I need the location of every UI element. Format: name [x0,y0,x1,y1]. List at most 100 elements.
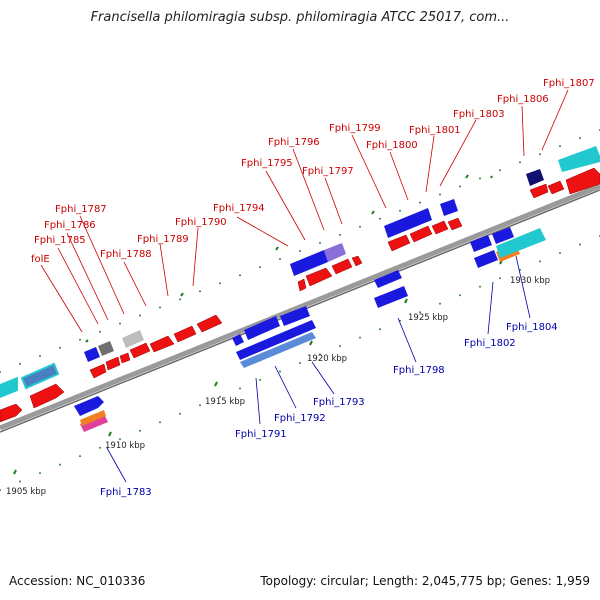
gene-label[interactable]: Fphi_1788 [100,249,152,260]
grey-feature[interactable] [122,330,144,348]
cyan-feature[interactable] [558,146,600,172]
scale-dot [219,395,221,398]
gene-label[interactable]: Fphi_1799 [329,123,381,134]
gene-arrow[interactable] [447,217,463,231]
gene-arrow[interactable] [173,325,197,343]
gene-label[interactable]: Fphi_1789 [137,234,189,245]
scale-dot [559,145,561,148]
cyan-feature[interactable] [496,228,546,258]
gene-label[interactable]: Fphi_1795 [241,158,293,169]
scale-dot [279,258,281,261]
gene-arrow[interactable] [470,235,492,252]
gene-label[interactable]: Fphi_1807 [543,78,595,89]
scale-dot [439,302,441,305]
gene-label[interactable]: Fphi_1787 [55,204,107,215]
gene-arrow[interactable] [305,267,333,287]
gene-arrow[interactable] [196,314,223,333]
gene-arrow[interactable] [474,250,498,268]
purple-feature[interactable] [324,243,346,262]
gene-arrow[interactable] [74,396,104,416]
gene-arrow[interactable] [351,255,363,267]
gene-arrow[interactable] [232,334,244,346]
gene-arrow[interactable] [29,383,65,409]
scale-dot [139,314,141,317]
scale-dot [79,455,81,458]
scale-label: 1920 kbp [307,354,347,364]
scale-dot [539,260,541,263]
scale-dot [299,362,301,364]
gene-label[interactable]: Fphi_1806 [497,94,549,105]
gene-arrow[interactable] [529,183,549,199]
gene-label[interactable]: Fphi_1794 [213,203,265,214]
scale-dot [439,193,441,196]
gene-arrow[interactable] [236,320,316,360]
gene-arrow[interactable] [105,356,121,371]
gene-label[interactable]: Fphi_1798 [393,365,445,376]
genome-summary-text: Topology: circular; Length: 2,045,775 bp… [260,574,590,588]
gene-arrow[interactable] [565,167,600,195]
gene-label[interactable]: Fphi_1803 [453,109,505,120]
gene-arrow[interactable] [119,352,131,364]
gene-label[interactable]: Fphi_1800 [366,140,418,151]
gene-label[interactable]: Fphi_1801 [409,125,461,136]
gene-arrow[interactable] [547,180,565,195]
scale-dot [479,177,481,180]
scale-dot [499,169,501,172]
gene-arrow[interactable] [149,335,175,353]
gene-label[interactable]: Fphi_1790 [175,217,227,228]
gene-arrow[interactable] [89,363,107,379]
reverse-leader-lines [106,255,531,483]
blue-feature[interactable] [20,362,60,390]
gene-arrow[interactable] [244,316,280,340]
gene-arrow[interactable] [280,306,310,326]
scale-dot [119,438,121,441]
gene-arrow[interactable] [0,403,23,423]
gene-arrow[interactable] [297,278,307,292]
scale-dot [199,404,201,407]
forward-strand-genes [0,167,600,423]
scale-label: 1930 kbp [510,276,550,286]
gene-label[interactable]: Fphi_1796 [268,137,320,148]
scale-label: 1910 kbp [105,441,145,451]
scale-dot [579,243,581,246]
scale-dots [0,129,600,491]
gene-arrow[interactable] [431,220,449,235]
grey-feature[interactable] [98,341,114,356]
gene-arrow[interactable] [290,250,328,276]
dark-feature[interactable] [526,169,544,186]
gene-arrow[interactable] [374,270,402,288]
gene-label[interactable]: Fphi_1791 [235,429,287,440]
orange-feature[interactable] [80,410,106,426]
gene-arrow[interactable] [387,234,411,252]
gene-label[interactable]: Fphi_1797 [302,166,354,177]
scale-dot [399,209,401,212]
scale-dot [159,421,161,424]
gene-label[interactable]: Fphi_1802 [464,338,516,349]
gene-arrow[interactable] [374,286,408,308]
scale-dot [339,345,341,348]
gene-arrow[interactable] [409,225,433,243]
gene-arrow[interactable] [331,258,353,275]
gene-label[interactable]: folE [31,254,50,265]
blue-feature[interactable] [240,332,316,368]
gene-label[interactable]: Fphi_1785 [34,235,86,246]
gene-label[interactable]: Fphi_1786 [44,220,96,231]
cyan-feature[interactable] [0,376,18,398]
lower-tick-row [13,259,503,475]
gene-label[interactable]: Fphi_1783 [100,487,152,498]
gene-label[interactable]: Fphi_1793 [313,397,365,408]
scale-dot [459,294,461,297]
gene-arrow[interactable] [384,208,432,238]
pink-feature[interactable] [80,414,108,432]
gene-arrow[interactable] [440,199,458,216]
scale-dot [59,463,61,466]
scale-dot [239,387,241,390]
gene-arrow[interactable] [84,347,100,362]
gene-arrow[interactable] [129,342,151,359]
gene-label[interactable]: Fphi_1804 [506,322,558,333]
scale-dot [519,161,521,164]
gene-label[interactable]: Fphi_1792 [274,413,326,424]
forward-leader-lines [40,89,569,333]
gene-arrow[interactable] [492,227,514,244]
